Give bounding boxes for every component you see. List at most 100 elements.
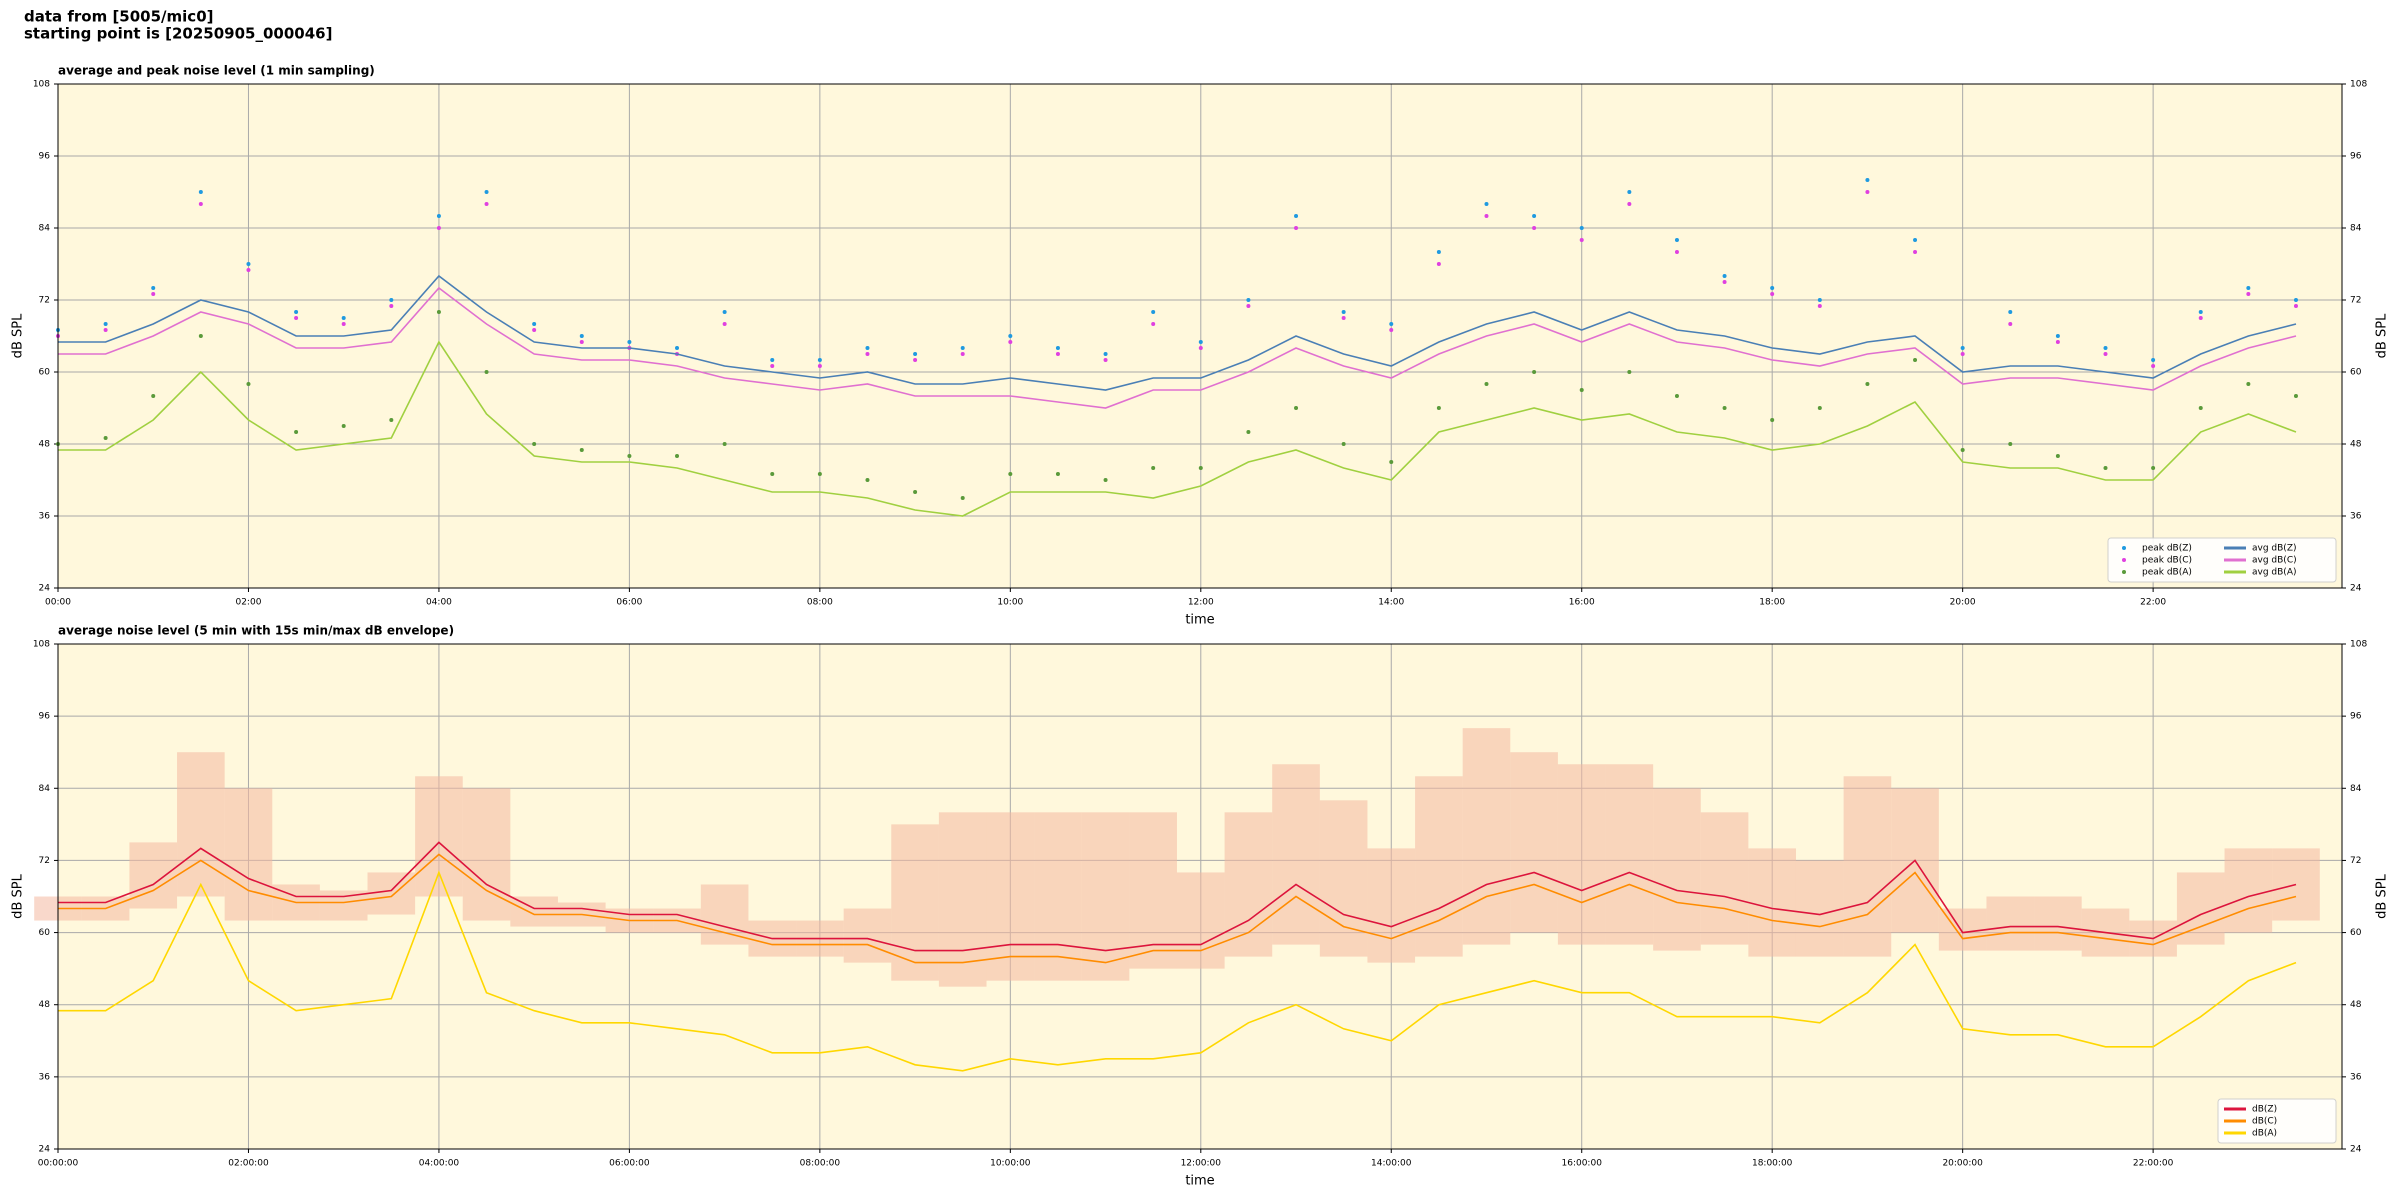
peak-point — [198, 190, 203, 194]
y-axis-label-right: dB SPL — [2375, 873, 2390, 918]
legend-label: dB(A) — [2252, 1129, 2277, 1139]
peak-point — [2151, 364, 2156, 368]
x-tick-label: 14:00 — [1378, 598, 1404, 608]
peak-point — [1246, 304, 1251, 308]
peak-point — [2293, 298, 2298, 302]
peak-point — [1960, 352, 1965, 356]
envelope-range — [1605, 764, 1654, 945]
peak-point — [1055, 352, 1060, 356]
chart-title: average noise level (5 min with 15s min/… — [58, 624, 454, 638]
peak-point — [151, 292, 156, 296]
x-tick-label: 12:00 — [1188, 598, 1214, 608]
peak-point — [2103, 352, 2108, 356]
y-tick-label: 48 — [39, 440, 51, 450]
x-tick-label: 18:00:00 — [1752, 1159, 1793, 1169]
peak-point — [1770, 286, 1775, 290]
peak-point — [1103, 478, 1108, 482]
y-axis-label-right: dB SPL — [2375, 313, 2390, 358]
x-tick-label: 18:00 — [1759, 598, 1785, 608]
peak-point — [1579, 226, 1584, 230]
x-tick-label: 10:00:00 — [990, 1159, 1031, 1169]
peak-point — [2246, 382, 2251, 386]
peak-point — [2055, 454, 2060, 458]
envelope-range — [1510, 752, 1558, 933]
peak-point — [532, 442, 537, 446]
envelope-range — [1176, 872, 1225, 969]
x-tick-label: 02:00 — [235, 598, 261, 608]
peak-point — [2008, 322, 2013, 326]
x-tick-label: 20:00:00 — [1942, 1159, 1983, 1169]
envelope-range — [224, 788, 273, 921]
legend-box — [2217, 1098, 2337, 1144]
peak-point — [1198, 466, 1203, 470]
legend-marker — [2122, 570, 2126, 574]
envelope-range — [1843, 776, 1892, 957]
peak-point — [103, 436, 108, 440]
y-tick-label: 48 — [39, 1000, 51, 1010]
envelope-range — [1272, 764, 1320, 945]
peak-point — [2246, 286, 2251, 290]
y-tick-label: 84 — [39, 224, 51, 234]
peak-point — [722, 322, 727, 326]
header-line: data from [5005/mic0] — [24, 8, 214, 26]
peak-point — [1817, 304, 1822, 308]
peak-point — [103, 328, 108, 332]
envelope-range — [1653, 788, 1701, 951]
peak-point — [1627, 202, 1632, 206]
y-tick-label-right: 108 — [2350, 640, 2367, 650]
series-line — [58, 286, 2297, 409]
peak-point — [1198, 340, 1203, 344]
peak-point — [246, 262, 251, 266]
envelope-range — [510, 896, 558, 927]
peak-point — [2055, 340, 2060, 344]
peak-point — [1055, 346, 1060, 350]
peak-point — [817, 358, 822, 362]
peak-point — [1008, 334, 1013, 338]
envelope-range — [1129, 812, 1177, 969]
y-axis-label: dB SPL — [11, 313, 26, 358]
peak-point — [2151, 466, 2156, 470]
peak-point — [1389, 460, 1394, 464]
peak-point — [1055, 472, 1060, 476]
envelope-range — [1795, 860, 1844, 957]
envelope-range — [129, 842, 178, 909]
envelope-range — [1081, 812, 1130, 981]
x-axis-label: time — [1185, 1174, 1214, 1189]
legend-label: avg dB(A) — [2252, 568, 2296, 578]
peak-point — [2008, 310, 2013, 314]
x-tick-label: 12:00:00 — [1181, 1159, 1222, 1169]
peak-point — [627, 454, 632, 458]
y-axis-label: dB SPL — [11, 873, 26, 918]
y-tick-label: 96 — [39, 152, 51, 162]
peak-point — [1294, 226, 1299, 230]
peak-point — [246, 268, 251, 272]
y-tick-label-right: 108 — [2350, 80, 2367, 90]
envelope-range — [1748, 848, 1796, 957]
envelope-range — [1700, 812, 1749, 945]
envelope-range — [1557, 764, 1606, 945]
peak-point — [1294, 406, 1299, 410]
envelope-range — [415, 776, 463, 897]
legend-label: avg dB(Z) — [2252, 544, 2297, 554]
envelope-range — [700, 884, 749, 945]
x-tick-label: 20:00 — [1950, 598, 1976, 608]
peak-point — [1913, 358, 1918, 362]
legend-label: peak dB(Z) — [2142, 544, 2192, 554]
peak-point — [1532, 226, 1537, 230]
y-tick-label-right: 36 — [2350, 512, 2362, 522]
y-tick-label: 24 — [39, 1145, 51, 1155]
peak-point — [2198, 406, 2203, 410]
peak-point — [675, 346, 680, 350]
peak-point — [1579, 238, 1584, 242]
peak-point — [675, 454, 680, 458]
peak-point — [913, 358, 918, 362]
peak-point — [627, 340, 632, 344]
peak-point — [484, 202, 489, 206]
peak-point — [2008, 442, 2013, 446]
legend-label: avg dB(C) — [2252, 556, 2297, 566]
peak-point — [294, 316, 299, 320]
peak-point — [1913, 238, 1918, 242]
y-tick-label: 108 — [33, 80, 50, 90]
y-tick-label-right: 84 — [2350, 784, 2362, 794]
series-line — [58, 340, 2297, 517]
